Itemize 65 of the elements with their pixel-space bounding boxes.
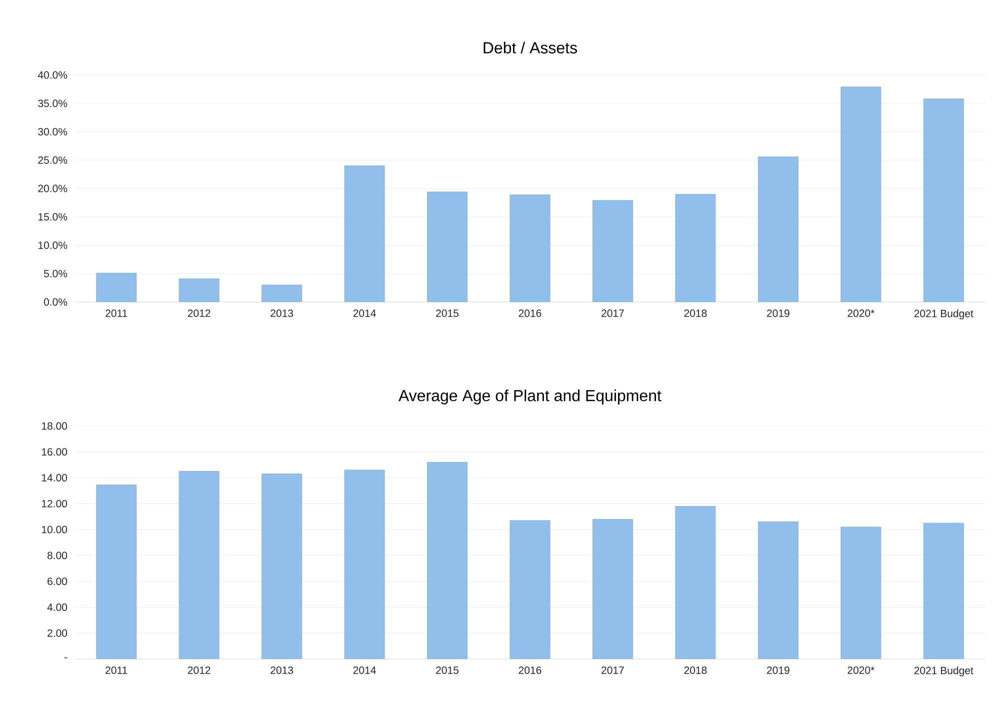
x-tick-label: 2016 <box>518 310 542 317</box>
x-tick-label: 2013 <box>270 666 294 674</box>
y-tick-label: 5.0% <box>44 270 68 278</box>
bar <box>344 470 385 659</box>
x-tick-label: 2014 <box>353 666 376 674</box>
y-tick-label: 30.0% <box>38 128 68 136</box>
bar <box>96 272 137 302</box>
chart-title: Average Age of Plant and Equipment <box>398 390 662 404</box>
y-tick-label: 16.00 <box>42 448 68 456</box>
bar <box>427 462 468 659</box>
x-tick-label: 2020* <box>848 310 874 317</box>
x-tick-label: 2021 Budget <box>914 666 974 676</box>
x-tick-label: 2019 <box>767 666 790 674</box>
x-tick-label: 2018 <box>684 666 707 674</box>
y-tick-label: 14.00 <box>42 474 68 482</box>
bar <box>840 526 882 659</box>
bar <box>178 278 220 302</box>
x-tick-label: 2015 <box>436 666 459 674</box>
bar <box>178 471 220 659</box>
bar <box>510 520 550 659</box>
x-tick-label: 2012 <box>188 310 210 317</box>
y-tick-label: 2.00 <box>48 629 68 637</box>
y-tick-label: 15.0% <box>38 213 68 221</box>
y-tick-label: 40.0% <box>38 71 68 79</box>
y-tick-label: 25.0% <box>38 156 68 164</box>
y-tick-label: 10.00 <box>42 526 68 534</box>
x-tick-label: 2013 <box>270 310 294 317</box>
y-tick-label: 35.0% <box>38 100 68 108</box>
bar <box>758 156 798 302</box>
bar <box>758 522 798 659</box>
y-tick-label: - <box>64 657 68 658</box>
y-tick-label: 12.00 <box>42 500 68 508</box>
bar <box>262 284 302 302</box>
y-tick-label: 6.00 <box>48 578 68 586</box>
bar <box>96 484 137 659</box>
x-tick-label: 2020* <box>848 666 874 674</box>
x-tick-label: 2021 Budget <box>914 310 974 320</box>
x-tick-label: 2012 <box>188 666 210 674</box>
bar <box>923 522 964 659</box>
bar <box>592 200 633 302</box>
chart-title: Debt / Assets <box>484 42 577 54</box>
x-tick-label: 2016 <box>518 666 542 674</box>
y-tick-label: 18.00 <box>42 422 68 430</box>
y-tick-label: 8.00 <box>47 552 68 560</box>
bar <box>592 518 633 659</box>
bar <box>262 474 302 659</box>
y-tick-label: 10.0% <box>38 242 68 249</box>
y-tick-label: 0.0% <box>44 298 68 306</box>
x-tick-label: 2011 <box>106 310 128 317</box>
y-tick-label: 4.00 <box>47 604 68 611</box>
x-tick-label: 2018 <box>684 310 707 317</box>
x-tick-label: 2017 <box>602 310 624 317</box>
bar <box>675 194 716 302</box>
x-tick-label: 2014 <box>353 310 376 317</box>
bar <box>510 194 550 302</box>
bar <box>427 192 468 302</box>
x-tick-label: 2015 <box>436 310 459 317</box>
bar <box>675 506 716 659</box>
y-tick-label: 20.0% <box>38 184 68 192</box>
bar <box>840 86 882 302</box>
bar <box>344 166 385 302</box>
bar <box>923 98 964 302</box>
x-tick-label: 2011 <box>106 666 128 674</box>
x-tick-label: 2019 <box>767 310 790 317</box>
x-tick-label: 2017 <box>602 666 624 674</box>
